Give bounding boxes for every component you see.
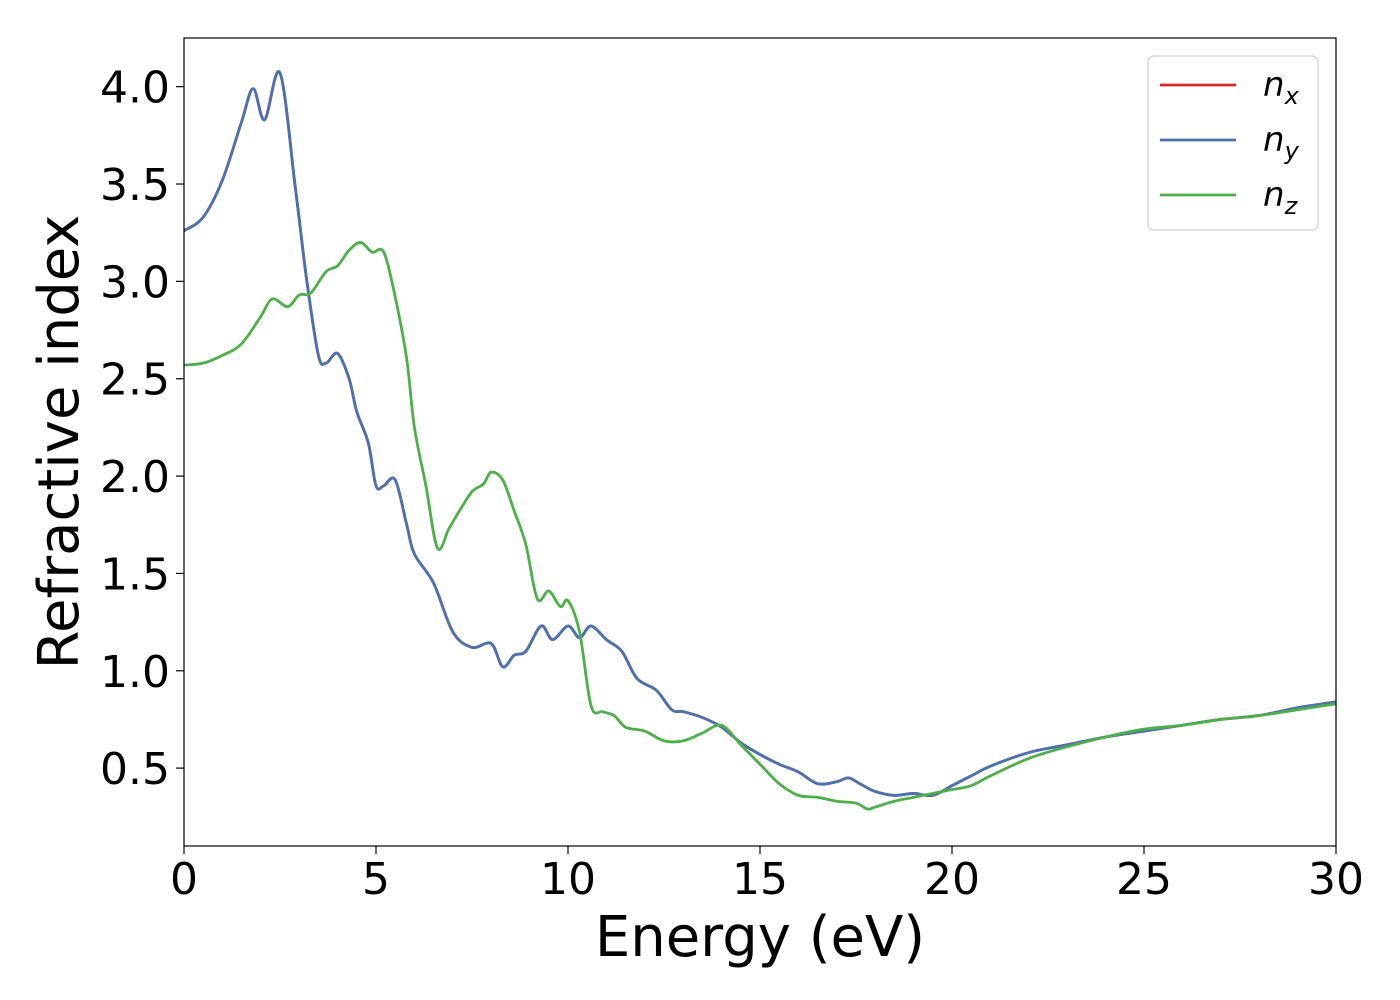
x-tick-label: 5	[362, 854, 390, 905]
y-axis: 0.5 1.0 1.5 2.0 2.5 3.0 3.5 4.0	[100, 63, 184, 795]
y-tick-label: 0.5	[100, 744, 170, 795]
y-tick-label: 1.0	[100, 647, 170, 698]
x-tick-label: 30	[1308, 854, 1364, 905]
y-tick-label: 2.5	[100, 355, 170, 406]
x-tick-label: 15	[732, 854, 788, 905]
x-tick-label: 10	[540, 854, 596, 905]
legend-label-ny: ny	[1263, 120, 1300, 165]
legend-box	[1147, 55, 1319, 231]
y-tick-label: 3.5	[100, 160, 170, 211]
y-tick-label: 4.0	[100, 63, 170, 114]
x-axis: 0 5 10 15 20 25 30	[170, 846, 1364, 905]
y-tick-label: 3.0	[100, 257, 170, 308]
y-tick-label: 1.5	[100, 549, 170, 600]
series-layer	[184, 70, 1336, 811]
x-tick-label: 20	[924, 854, 980, 905]
y-tick-label: 2.0	[100, 452, 170, 503]
x-tick-label: 25	[1116, 854, 1172, 905]
series-line-nz	[184, 241, 1336, 811]
series-line-ny	[184, 70, 1336, 798]
legend-label-nx: nx	[1263, 65, 1300, 110]
legend-label-nz: nz	[1263, 175, 1299, 220]
x-axis-label: Energy (eV)	[595, 905, 925, 970]
y-axis-label: Refractive index	[27, 215, 92, 670]
legend: nx ny nz	[1147, 55, 1319, 231]
x-tick-label: 0	[170, 854, 198, 905]
